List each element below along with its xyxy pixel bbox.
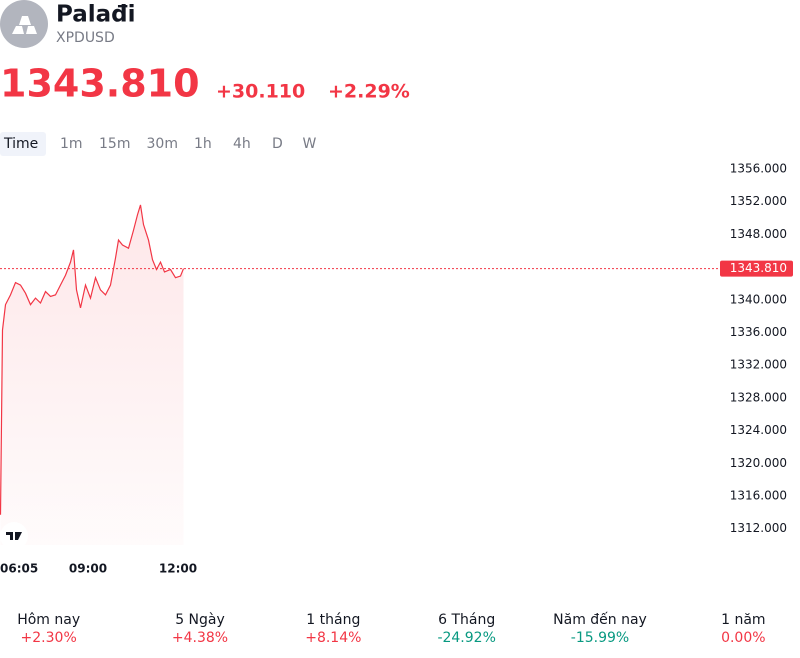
perf-value: -15.99% [571,630,629,646]
perf-label: 6 Tháng [438,612,495,628]
perf-value: 0.00% [721,630,765,646]
perf-value: +2.30% [21,630,77,646]
tab[interactable]: 15m [99,136,130,152]
y-tick-label: 1356.000 [730,161,787,175]
y-tick-label: 1320.000 [730,456,787,470]
perf-value: -24.92% [437,630,495,646]
perf-label: 1 năm [721,612,765,628]
area [0,204,184,546]
tab[interactable]: W [303,136,317,152]
tab[interactable]: 4h [233,136,251,152]
perf-label: Năm đến nay [553,611,647,628]
price-line [0,204,185,515]
x-tick-label: 06:05 [0,562,38,576]
price: 1343.810 [0,62,200,106]
tabs: Time 1m 15m 30m 1h 4h D W [0,132,317,156]
logo [0,0,48,48]
tab-active-bg [0,132,46,156]
y-tick-label: 1352.000 [730,194,787,208]
tv-logo [0,522,28,550]
performance: Hôm nay +2.30% 5 Ngày +4.38% 1 tháng +8.14% 6 … [17,611,765,646]
tab[interactable]: D [272,136,283,152]
y-tick-label: 1332.000 [730,358,787,372]
y-tick-label: 1340.000 [730,292,787,306]
perf-label: 5 Ngày [175,612,225,628]
symbol: XPDUSD [56,30,115,46]
title: Palađi [56,2,136,28]
y-tick-label: 1328.000 [730,390,787,404]
perf-label: 1 tháng [306,612,360,628]
tab[interactable]: Time [3,136,38,152]
x-tick-label: 09:00 [69,562,107,576]
change: +30.110 [216,81,305,103]
tab[interactable]: 30m [147,136,178,152]
y-tick-label: 1336.000 [730,325,787,339]
last-price-label: 1343.810 [730,261,787,275]
tab[interactable]: 1h [194,136,212,152]
last-price-tag [720,260,793,277]
perf-label: Hôm nay [17,612,80,628]
chart: 1312.000 1316.000 1320.000 1324.000 1328.000… [0,161,793,576]
x-tick-label: 12:00 [159,562,197,576]
y-tick-label: 1312.000 [730,521,787,535]
perf-value: +4.38% [172,630,228,646]
y-tick-label: 1348.000 [730,227,787,241]
y-tick-label: 1316.000 [730,488,787,502]
tab[interactable]: 1m [60,136,83,152]
y-tick-label: 1324.000 [730,423,787,437]
change-percent: +2.29% [328,81,410,103]
perf-value: +8.14% [305,630,361,646]
